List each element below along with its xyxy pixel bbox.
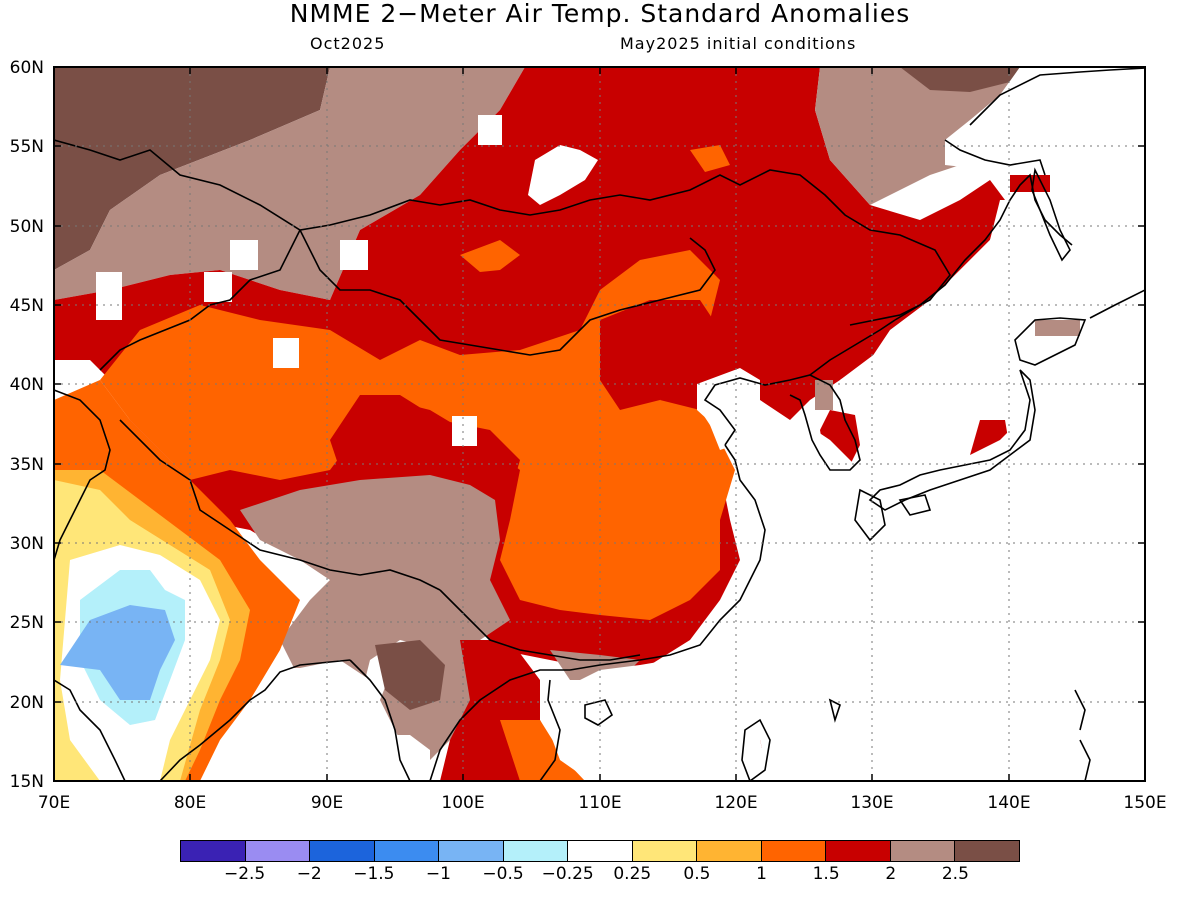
lon-label: 110E	[578, 793, 621, 813]
colorbar-label: 2	[885, 864, 897, 884]
target-month: Oct2025	[310, 34, 386, 53]
gridlines	[54, 67, 1145, 781]
anomaly-region	[815, 380, 833, 410]
lake-mask	[452, 416, 477, 446]
lon-label: 100E	[441, 793, 484, 813]
colorbar-label: 1.5	[812, 864, 840, 884]
anomaly-region	[60, 605, 175, 700]
anomaly-region	[100, 250, 735, 620]
colorbar-swatch	[439, 841, 504, 861]
lat-label: 35N	[10, 455, 44, 475]
colorbar-swatch	[826, 841, 891, 861]
colorbar-swatch	[181, 841, 246, 861]
lake-mask	[740, 330, 1145, 781]
anomaly-region	[460, 240, 520, 272]
lat-label: 50N	[10, 217, 44, 237]
anomaly-region	[54, 67, 525, 300]
anomaly-fill	[54, 67, 1145, 781]
lake-mask	[528, 145, 598, 205]
lake-mask	[230, 240, 258, 270]
lon-label: 130E	[850, 793, 893, 813]
lake-mask	[270, 660, 370, 705]
colorbar-swatch	[890, 841, 956, 861]
lake-mask	[96, 272, 122, 320]
colorbar-label: −1.5	[353, 864, 395, 884]
lon-label: 70E	[38, 793, 70, 813]
lake-mask	[945, 67, 1145, 300]
lon-label: 120E	[714, 793, 757, 813]
lon-labels: 70E 80E 90E 100E 110E 120E 130E 140E 150…	[38, 793, 1167, 813]
colorbar-label: −2	[296, 864, 322, 884]
colorbar-label: 1	[756, 864, 767, 884]
lon-label: 90E	[311, 793, 343, 813]
colorbar-swatch	[310, 841, 375, 861]
colorbar-label: 2.5	[941, 864, 969, 884]
lake-mask	[840, 200, 1020, 395]
lake-mask	[545, 590, 770, 781]
lake-mask	[380, 735, 430, 781]
anomaly-region	[600, 300, 720, 410]
lat-label: 15N	[10, 772, 44, 792]
anomaly-region	[1035, 320, 1080, 336]
chart-title: NMME 2−Meter Air Temp. Standard Anomalie…	[289, 0, 911, 28]
coastlines	[54, 67, 1145, 781]
colorbar-swatch	[761, 841, 827, 861]
lake-mask	[273, 338, 299, 368]
colorbar-labels: −2.5 −2 −1.5 −1 −0.5 −0.25 0.25 0.5 1 1.5 2 2.5	[180, 864, 1020, 884]
colorbar-label: −1	[425, 864, 451, 884]
colorbar-label: −2.5	[223, 864, 266, 884]
colorbar-swatch	[955, 841, 1019, 861]
colorbar	[180, 840, 1020, 862]
anomaly-region	[330, 395, 520, 495]
tick-marks	[53, 66, 1146, 782]
anomaly-region	[54, 67, 330, 270]
lat-label: 40N	[10, 375, 44, 395]
lake-mask	[340, 240, 368, 270]
colorbar-swatch	[632, 841, 698, 861]
lon-label: 80E	[174, 793, 206, 813]
lat-label: 30N	[10, 534, 44, 554]
anomaly-region	[690, 145, 730, 172]
colorbar-label: −0.5	[482, 864, 524, 884]
colorbar-label: −0.25	[541, 864, 594, 884]
lat-labels: 60N 55N 50N 45N 40N 35N 30N 25N 20N 15N	[10, 58, 44, 792]
colorbar-swatch	[503, 841, 569, 861]
anomaly-region	[500, 720, 585, 781]
colorbar-swatch	[568, 841, 633, 861]
colorbar-swatch	[374, 841, 440, 861]
lake-mask	[204, 272, 232, 302]
anomaly-region	[375, 640, 445, 710]
lon-label: 140E	[987, 793, 1030, 813]
colorbar-swatch	[697, 841, 762, 861]
anomaly-region	[900, 67, 1020, 92]
lake-mask	[478, 115, 502, 145]
lat-label: 45N	[10, 296, 44, 316]
colorbar-swatch	[245, 841, 311, 861]
lat-label: 60N	[10, 58, 44, 78]
lon-label: 150E	[1123, 793, 1166, 813]
lat-label: 25N	[10, 613, 44, 633]
lat-label: 20N	[10, 693, 44, 713]
lat-label: 55N	[10, 137, 44, 157]
colorbar-label: 0.25	[613, 864, 652, 884]
colorbar-label: 0.5	[683, 864, 711, 884]
anomaly-region	[815, 67, 1020, 205]
initial-conditions: May2025 initial conditions	[620, 34, 857, 53]
